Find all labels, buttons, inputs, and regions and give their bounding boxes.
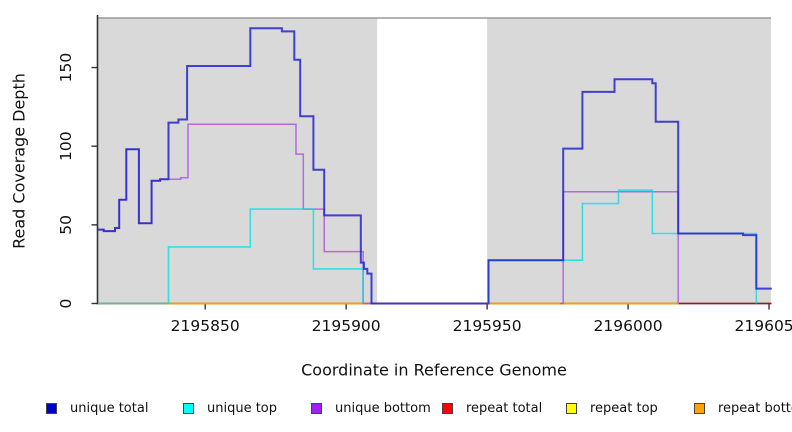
legend-swatch-icon (183, 402, 194, 414)
legend-swatch-icon (442, 402, 453, 414)
x-tick-label: 2195850 (171, 317, 240, 335)
x-tick-label: 2195900 (312, 317, 381, 335)
legend-label: unique total (70, 400, 149, 416)
legend-label: repeat top (590, 400, 658, 416)
legend-label: unique bottom (335, 400, 431, 416)
legend-label: repeat total (466, 400, 543, 416)
legend-item-unique-top: unique top (183, 399, 277, 417)
y-axis-title: Read Coverage Depth (9, 73, 29, 249)
y-tick-label: 50 (57, 215, 75, 235)
legend-label: unique top (207, 400, 278, 416)
panel-band (487, 18, 771, 304)
y-tick-label: 150 (57, 53, 75, 83)
legend-swatch-icon (566, 402, 577, 414)
x-tick-label: 2196000 (594, 317, 663, 335)
series-unique-total (98, 27, 772, 305)
legend-swatch-icon (46, 402, 57, 414)
legend-item-unique-total: unique total (46, 399, 148, 417)
x-tick-label: 2195950 (453, 317, 522, 335)
legend: unique total unique top unique bottom repea… (0, 399, 792, 419)
legend-item-repeat-bottom: repeat bottom (694, 399, 792, 417)
x-axis-title: Coordinate in Reference Genome (301, 360, 567, 380)
y-tick-label: 100 (57, 131, 75, 161)
legend-item-repeat-total: repeat total (442, 399, 542, 417)
legend-label: repeat bottom (718, 400, 792, 416)
legend-swatch-icon (694, 402, 705, 414)
legend-item-repeat-top: repeat top (566, 399, 658, 417)
y-tick-label: 0 (57, 299, 75, 309)
legend-swatch-icon (311, 402, 322, 414)
legend-item-unique-bottom: unique bottom (311, 399, 431, 417)
